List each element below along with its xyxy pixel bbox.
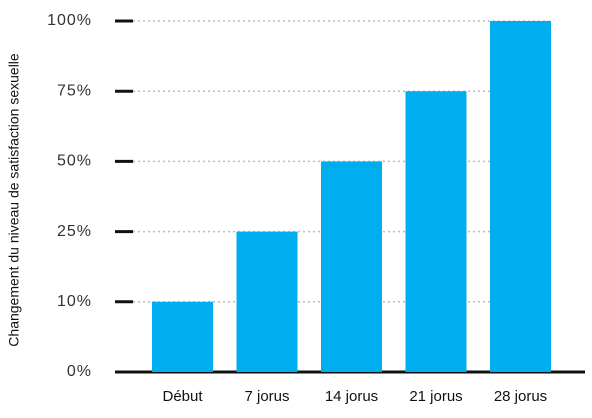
y-tick-label: 75% [57, 82, 92, 99]
bar [405, 91, 467, 372]
bar [152, 301, 213, 372]
y-tick-label: 50% [57, 153, 92, 170]
y-tick-label: 100% [47, 12, 92, 29]
bar [321, 161, 382, 372]
x-tick-label: 28 jorus [494, 388, 547, 405]
x-tick-label: 7 jorus [244, 388, 289, 405]
bar [236, 231, 298, 372]
y-tick-label: 10% [57, 293, 92, 310]
y-tick-label: 0% [67, 363, 92, 380]
bar [490, 21, 551, 372]
y-tick-label: 25% [57, 223, 92, 240]
y-axis-title: Changement du niveau de satisfaction sex… [6, 53, 22, 347]
x-tick-label: 21 jorus [409, 388, 462, 405]
x-tick-label: Début [162, 388, 203, 405]
x-tick-label: 14 jorus [325, 388, 378, 405]
